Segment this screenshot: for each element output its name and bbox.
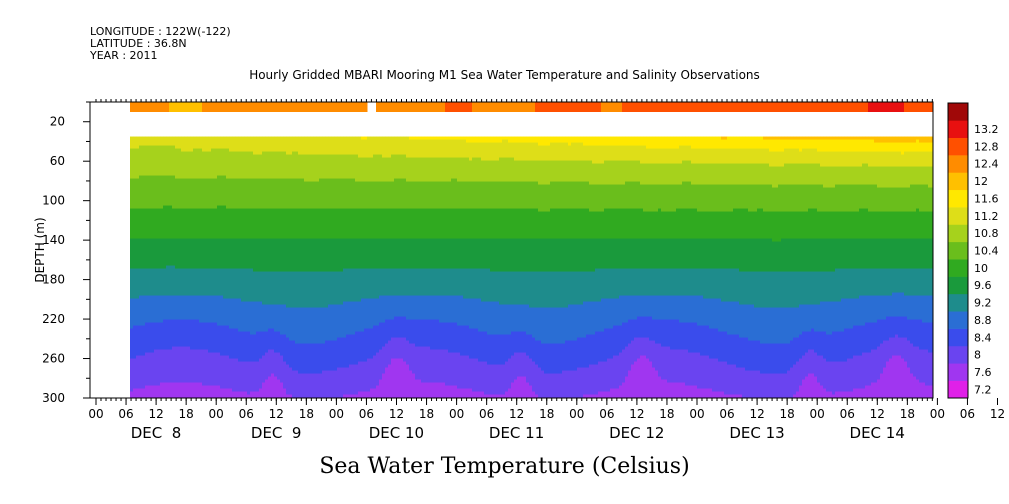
x-hour-label: 18 — [780, 407, 795, 421]
x-day-label: DEC 13 — [729, 424, 784, 442]
x-hour-label: 12 — [990, 407, 1005, 421]
x-hour-label: 00 — [329, 407, 344, 421]
colorbar-label: 7.2 — [974, 383, 992, 396]
colorbar-label: 12.4 — [974, 158, 999, 171]
colorbar-label: 12.8 — [974, 140, 999, 153]
colorbar-label: 10 — [974, 262, 988, 275]
x-hour-label: 00 — [689, 407, 704, 421]
colorbar-label: 8.8 — [974, 314, 992, 327]
colorbar-swatch — [948, 293, 968, 312]
x-hour-label: 06 — [599, 407, 614, 421]
colorbar-label: 11.6 — [974, 192, 999, 205]
x-axis: 00 06 12 18 00 06 12 18 00 06 12 18 00 06 12 18 00 06 12 18… — [88, 99, 1005, 442]
colorbar-swatch — [948, 328, 968, 347]
x-hour-label: 06 — [719, 407, 734, 421]
colorbar-swatch — [948, 172, 968, 191]
y-axis: 20 60 100 140 180 220 260 300 — [42, 101, 90, 405]
x-hour-label: 18 — [299, 407, 314, 421]
colorbar-swatch — [948, 224, 968, 243]
x-hour-label: 06 — [960, 407, 975, 421]
y-tick-label: 60 — [50, 154, 65, 168]
x-hour-label: 06 — [118, 407, 133, 421]
chart-title: Hourly Gridded MBARI Mooring M1 Sea Wate… — [0, 68, 1009, 82]
colorbar-swatch — [948, 259, 968, 277]
x-hour-label: 18 — [900, 407, 915, 421]
x-day-label: DEC 10 — [369, 424, 424, 442]
y-tick-label: 260 — [42, 352, 65, 366]
colorbar-swatch — [948, 189, 968, 208]
x-hour-label: 12 — [749, 407, 764, 421]
colorbar-swatch — [948, 137, 968, 156]
y-tick-label: 140 — [42, 233, 65, 247]
y-tick-label: 220 — [42, 312, 65, 326]
x-day-label: DEC 14 — [850, 424, 905, 442]
colorbar-label: 8 — [974, 349, 981, 362]
colorbar-label: 8.4 — [974, 331, 992, 344]
y-tick-label: 300 — [42, 391, 65, 405]
year-label: YEAR : 2011 — [90, 50, 158, 62]
x-hour-label: 00 — [810, 407, 825, 421]
x-hour-label: 06 — [479, 407, 494, 421]
x-hour-label: 06 — [840, 407, 855, 421]
heatmap-field — [130, 102, 933, 398]
x-day-label: DEC 12 — [609, 424, 664, 442]
colorbar-label: 10.8 — [974, 227, 999, 240]
colorbar-swatch — [948, 120, 968, 139]
x-hour-label: 00 — [88, 407, 103, 421]
colorbar-swatch — [948, 241, 968, 260]
colorbar: 7.2 7.6 8 8.4 8.8 9.2 9.6 10 10.4 10.8 11.2 11.6 12 1… — [947, 102, 999, 399]
colorbar-swatch — [948, 207, 968, 225]
x-day-label: DEC 8 — [131, 424, 182, 442]
y-axis-label: DEPTH (m) — [33, 217, 47, 282]
x-hour-label: 18 — [419, 407, 434, 421]
x-day-label: DEC 9 — [251, 424, 302, 442]
colorbar-label: 12 — [974, 175, 988, 188]
y-tick-label: 100 — [42, 194, 65, 208]
x-day-label: DEC 11 — [489, 424, 544, 442]
x-hour-label: 00 — [209, 407, 224, 421]
colorbar-swatch — [948, 380, 968, 399]
x-hour-label: 12 — [870, 407, 885, 421]
x-hour-label: 00 — [449, 407, 464, 421]
x-hour-label: 00 — [569, 407, 584, 421]
colorbar-swatch — [948, 276, 968, 295]
colorbar-label: 10.4 — [974, 245, 999, 258]
longitude-label: LONGITUDE : 122W(-122) — [90, 26, 231, 38]
colorbar-label: 9.6 — [974, 279, 992, 292]
latitude-label: LATITUDE : 36.8N — [90, 38, 187, 50]
colorbar-swatch — [948, 103, 968, 121]
y-tick-label: 20 — [50, 115, 65, 129]
colorbar-label: 7.6 — [974, 366, 992, 379]
colorbar-swatch — [948, 345, 968, 364]
x-hour-label: 18 — [539, 407, 554, 421]
x-hour-label: 18 — [659, 407, 674, 421]
y-tick-label: 180 — [42, 273, 65, 287]
colorbar-swatch — [948, 311, 968, 329]
x-hour-label: 12 — [269, 407, 284, 421]
variable-label: Sea Water Temperature (Celsius) — [0, 454, 1009, 479]
colorbar-swatch — [948, 155, 968, 173]
colorbar-swatch — [948, 363, 968, 381]
colorbar-label: 13.2 — [974, 123, 999, 136]
x-hour-label: 12 — [148, 407, 163, 421]
x-hour-label: 12 — [389, 407, 404, 421]
x-hour-label: 18 — [179, 407, 194, 421]
x-hour-label: 06 — [359, 407, 374, 421]
colorbar-label: 9.2 — [974, 297, 992, 310]
x-hour-label: 06 — [239, 407, 254, 421]
x-hour-label: 12 — [629, 407, 644, 421]
colorbar-label: 11.2 — [974, 210, 999, 223]
x-hour-label: 12 — [509, 407, 524, 421]
x-hour-label: 00 — [930, 407, 945, 421]
